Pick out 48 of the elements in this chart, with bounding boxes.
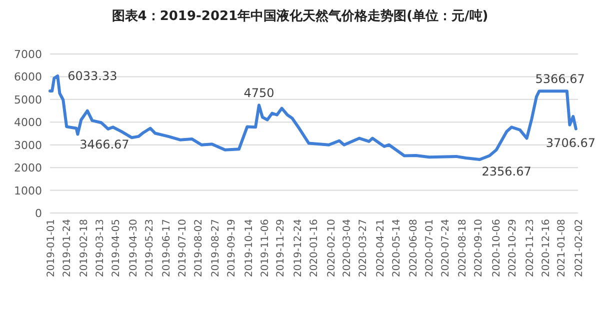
x-tick-label: 2019-11-06 (260, 219, 271, 278)
x-tick-label: 2019-05-23 (144, 219, 156, 278)
x-tick-label: 2020-03-27 (358, 219, 370, 278)
x-tick-label: 2020-06-08 (408, 219, 420, 278)
x-tick-label: 2019-01-01 (46, 219, 57, 278)
x-tick-label: 2019-08-27 (210, 219, 222, 278)
y-tick-label: 0 (35, 207, 42, 220)
x-tick-label: 2020-10-29 (508, 219, 519, 278)
y-tick-label: 3000 (14, 138, 42, 152)
x-tick-label: 2020-05-14 (391, 219, 402, 278)
x-tick-label: 2019-10-14 (244, 219, 255, 278)
x-tick-label: 2020-09-10 (474, 219, 485, 278)
y-tick-label: 7000 (14, 48, 42, 61)
x-tick-label: 2020-07-24 (440, 219, 452, 278)
y-tick-label: 1000 (14, 184, 42, 198)
x-tick-label: 2020-08-18 (458, 219, 469, 278)
x-tick-label: 2020-01-16 (308, 219, 320, 278)
x-tick-label: 2020-07-01 (424, 219, 436, 278)
x-tick-label: 2019-08-02 (193, 219, 204, 278)
x-tick-label: 2019-04-30 (128, 219, 140, 278)
annotation: 6033.33 (68, 68, 118, 83)
annotation: 4750 (244, 86, 274, 100)
x-tick-label: 2020-02-10 (326, 219, 338, 278)
y-tick-label: 5000 (14, 93, 42, 106)
y-tick-label: 2000 (14, 162, 42, 175)
x-tick-label: 2019-12-24 (293, 219, 304, 278)
y-tick-label: 6000 (14, 70, 42, 84)
x-tick-label: 2019-03-13 (95, 219, 106, 278)
x-tick-label: 2020-04-21 (375, 219, 386, 278)
x-tick-label: 2019-11-29 (276, 219, 287, 278)
x-tick-label: 2019-04-05 (111, 219, 122, 278)
x-tick-label: 2019-09-19 (226, 219, 238, 278)
x-tick-label: 2019-02-18 (79, 219, 90, 278)
x-tick-label: 2020-11-23 (524, 219, 536, 278)
x-tick-label: 2020-03-04 (342, 219, 354, 278)
x-tick-label: 2021-01-08 (556, 219, 568, 278)
annotation: 3706.67 (546, 136, 596, 150)
x-tick-label: 2020-12-16 (540, 219, 552, 278)
annotation: 5366.67 (535, 72, 585, 86)
y-tick-label: 4000 (14, 116, 42, 130)
x-tick-label: 2019-01-24 (62, 219, 73, 278)
x-tick-label: 2019-07-10 (177, 219, 188, 278)
x-tick-label: 2021-02-02 (574, 219, 585, 278)
annotation: 3466.67 (80, 137, 130, 152)
annotation: 2356.67 (482, 164, 532, 178)
x-tick-label: 2019-06-17 (162, 219, 173, 278)
chart-title: 图表4：2019-2021年中国液化天然气价格走势图(单位：元/吨) (112, 8, 488, 24)
x-tick-label: 2020-10-06 (492, 219, 503, 278)
